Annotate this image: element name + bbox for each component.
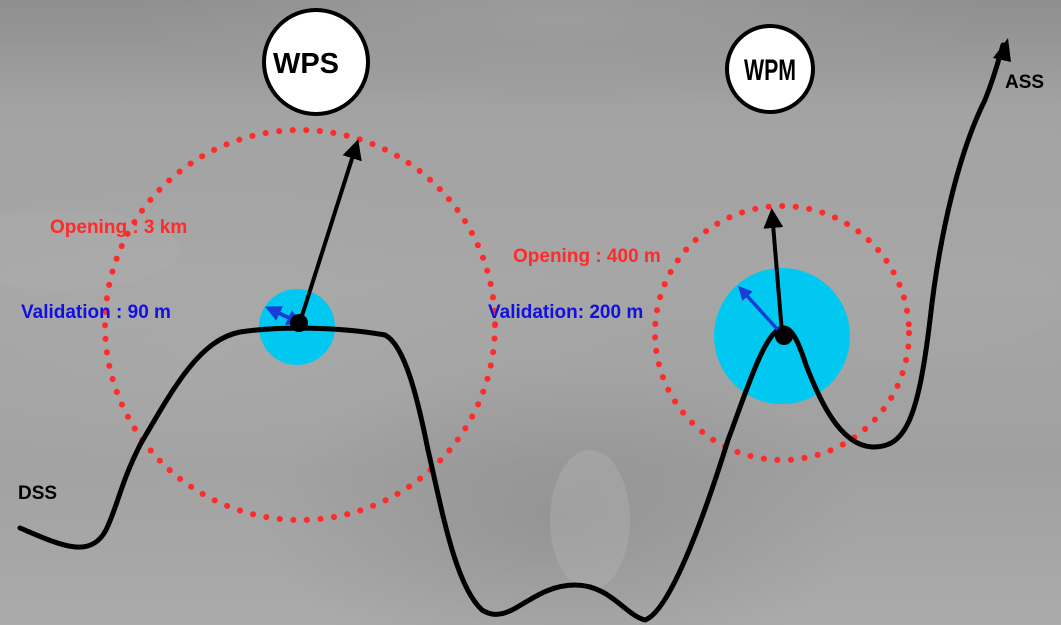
ass-label: ASS (1005, 72, 1044, 93)
wps-opening-label: Opening : 3 km (50, 217, 187, 238)
dss-label: DSS (18, 483, 57, 504)
wpm-validation-label: Validation: 200 m (488, 302, 643, 323)
wpm-validation-arrow (738, 285, 780, 332)
wpm-node (725, 24, 815, 114)
wpm-node-label: WPM (744, 52, 796, 87)
wps-node-label: WPS (273, 48, 339, 80)
wpm-opening-circle (652, 203, 912, 463)
background-texture (0, 210, 1060, 590)
wpm-opening-vector (763, 208, 784, 334)
ass-arrowhead (993, 38, 1011, 62)
wps-validation-label: Validation : 90 m (21, 302, 171, 323)
wps-opening-circle (102, 127, 498, 523)
wps-node (262, 8, 370, 116)
wps-waypoint-dot (290, 314, 308, 332)
wpm-waypoint-dot (775, 327, 793, 345)
wps-opening-vector (298, 139, 362, 323)
terrain-profile (17, 42, 1006, 623)
wpm-opening-label: Opening : 400 m (513, 246, 661, 267)
